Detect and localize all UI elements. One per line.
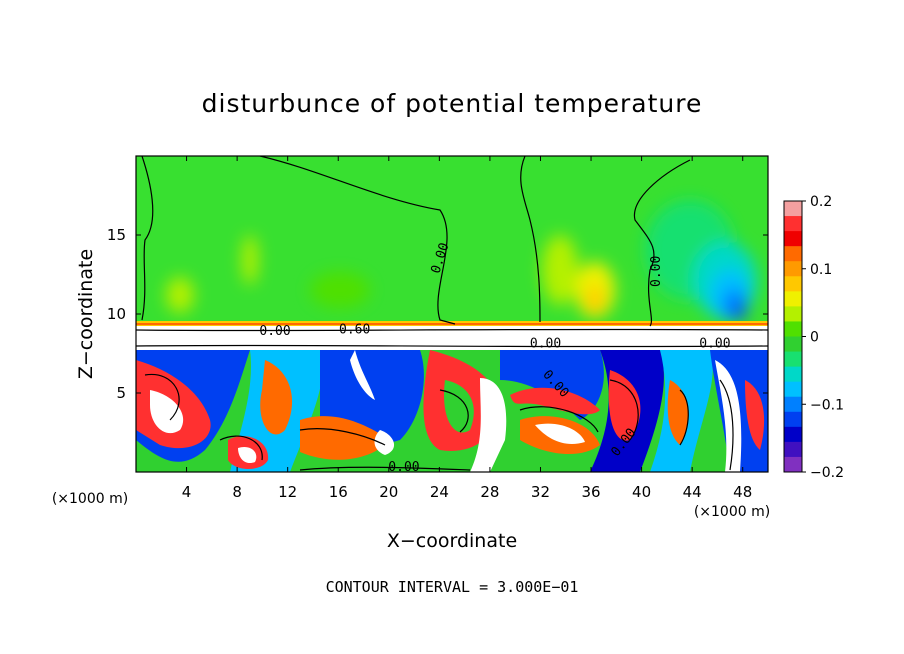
contour-label-group: 0.00 — [259, 324, 290, 339]
colorbar-swatch — [784, 456, 802, 473]
contour-interval-note: CONTOUR INTERVAL = 3.000E−01 — [326, 578, 579, 596]
colorbar-swatch — [784, 291, 802, 307]
x-tick-label: 12 — [278, 483, 297, 501]
y-tick-label: 10 — [107, 305, 126, 323]
colorbar-tick-label: −0.1 — [810, 397, 844, 413]
colorbar-swatch — [784, 351, 802, 368]
x-tick-label: 44 — [683, 483, 702, 501]
colorbar-swatch — [784, 201, 802, 217]
contour-band-top — [136, 328, 768, 332]
colorbar-swatch — [784, 426, 802, 443]
x-tick-label: 32 — [531, 483, 550, 501]
colorbar-swatch — [784, 366, 802, 383]
colorbar-swatch — [784, 441, 802, 458]
x-tick-label: 40 — [632, 483, 651, 501]
colorbar-swatch — [784, 381, 802, 398]
contour-turbulence — [144, 373, 734, 471]
contour-bottom — [299, 466, 471, 471]
y-axis: 5 10 15 — [107, 226, 768, 402]
contour-left — [141, 156, 154, 321]
x-tick-label: 28 — [480, 483, 499, 501]
contour-label-group: 0.00 — [699, 337, 730, 352]
contour-center — [520, 156, 541, 323]
contour-label: 0.60 — [339, 322, 370, 337]
colorbar-swatch — [784, 411, 802, 428]
contour-label: 0.00 — [259, 324, 290, 339]
contour-lines — [136, 156, 768, 471]
colorbar-swatch — [784, 276, 802, 292]
colorbar-tick-label: 0.1 — [810, 262, 832, 278]
x-tick-label: 16 — [329, 483, 348, 501]
contour-right — [633, 159, 691, 327]
x-tick-label: 36 — [581, 483, 600, 501]
colorbar-swatch — [784, 231, 802, 247]
turbulence — [136, 350, 768, 472]
contour-label-group: 0.60 — [339, 322, 370, 337]
colorbar-swatch — [784, 246, 802, 262]
x-tick-label: 24 — [430, 483, 449, 501]
y-axis-label: Z−coordinate — [75, 249, 97, 379]
x-tick-label: 48 — [733, 483, 752, 501]
chart-title: disturbunce of potential temperature — [202, 89, 703, 118]
band-orange — [136, 323, 768, 325]
x-tick-label: 20 — [379, 483, 398, 501]
colorbar-tick-label: −0.2 — [810, 465, 844, 481]
colorbar-swatch — [784, 396, 802, 413]
x-axis-label: X−coordinate — [387, 530, 517, 552]
contour-label: 0.00 — [649, 256, 664, 287]
colorbar-tick-label: 0.2 — [810, 194, 832, 210]
contour-label: 0.00 — [699, 337, 730, 352]
x-tick-label: 4 — [182, 483, 192, 501]
colorbar-swatch — [784, 336, 802, 353]
x-axis: 4 8 12 16 20 24 28 32 36 40 44 48 — [182, 156, 752, 501]
y-tick-label: 15 — [107, 226, 126, 244]
contour-upper-mid — [259, 156, 456, 325]
contour-label: 0.00 — [388, 460, 419, 475]
field-layer — [136, 156, 768, 472]
colorbar-swatch — [784, 321, 802, 337]
upper-anomalies — [166, 200, 757, 321]
contour-band-bottom — [136, 344, 768, 348]
contour-label-group: 0.00 — [649, 256, 664, 287]
colorbar-swatch — [784, 261, 802, 277]
colorbar-swatch — [784, 216, 802, 232]
contour-label-group: 0.00 — [388, 460, 419, 475]
colorbar-tick-label: 0 — [810, 330, 819, 346]
colorbar: 0.2 0.1 0 −0.1 −0.2 — [783, 194, 844, 481]
y-unit-label: (×1000 m) — [694, 504, 770, 520]
contour-label: 0.00 — [530, 337, 561, 352]
y-tick-label: 5 — [116, 384, 126, 402]
contour-label-group: 0.00 — [530, 337, 561, 352]
colorbar-swatch — [784, 306, 802, 322]
x-unit-label: (×1000 m) — [52, 491, 128, 507]
x-tick-label: 8 — [232, 483, 242, 501]
